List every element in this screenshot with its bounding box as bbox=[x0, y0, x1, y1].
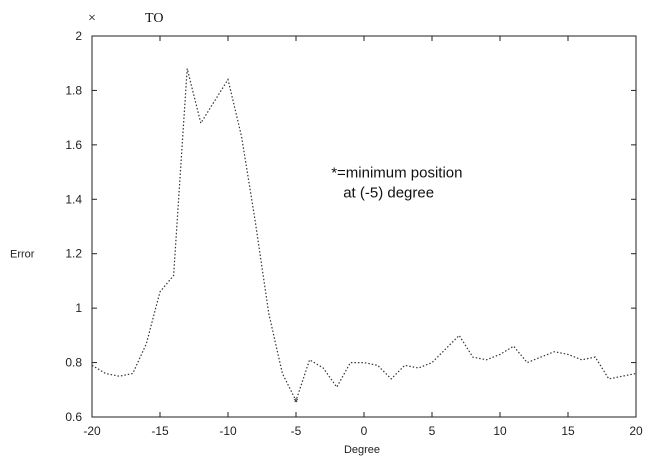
series: * bbox=[91, 68, 637, 410]
y-tick-label: 1.6 bbox=[65, 138, 82, 152]
x-tick-label: -10 bbox=[219, 424, 237, 438]
scale-factor-text: ТО bbox=[145, 11, 163, 26]
x-tick-label: 5 bbox=[429, 424, 436, 438]
x-tick-label: 20 bbox=[629, 424, 643, 438]
y-tick-label: 1.2 bbox=[65, 247, 82, 261]
labels: Error Degree × ТО *=minimum position at … bbox=[10, 11, 463, 456]
x-tick-label: 0 bbox=[361, 424, 368, 438]
plot-frame bbox=[91, 35, 637, 418]
y-tick-label: 0.8 bbox=[65, 356, 82, 370]
x-tick-label: 10 bbox=[493, 424, 507, 438]
ticks: -20 -15 -10 -5 0 5 10 15 20 0.6 0.8 1 1.2 1.4 1.6 1.8 2 bbox=[65, 29, 643, 438]
y-tick-label: 2 bbox=[75, 29, 82, 43]
x-tick-label: -5 bbox=[291, 424, 302, 438]
annotation-line-1: *=minimum position bbox=[331, 165, 462, 182]
x-tick-label: -15 bbox=[151, 424, 169, 438]
y-tick-label: 0.6 bbox=[65, 410, 82, 424]
minimum-marker: * bbox=[294, 396, 299, 410]
y-tick-label: 1.8 bbox=[65, 83, 82, 97]
y-axis-label: Error bbox=[10, 249, 35, 261]
annotation-line-2: at (-5) degree bbox=[343, 185, 434, 202]
x-axis-label: Degree bbox=[344, 444, 380, 456]
y-tick-label: 1 bbox=[75, 301, 82, 315]
scale-factor-symbol: × bbox=[88, 11, 96, 26]
error-series-line bbox=[91, 68, 637, 403]
x-tick-label: 15 bbox=[561, 424, 575, 438]
y-tick-label: 1.4 bbox=[65, 192, 82, 206]
axes bbox=[91, 35, 637, 418]
x-tick-label: -20 bbox=[83, 424, 101, 438]
